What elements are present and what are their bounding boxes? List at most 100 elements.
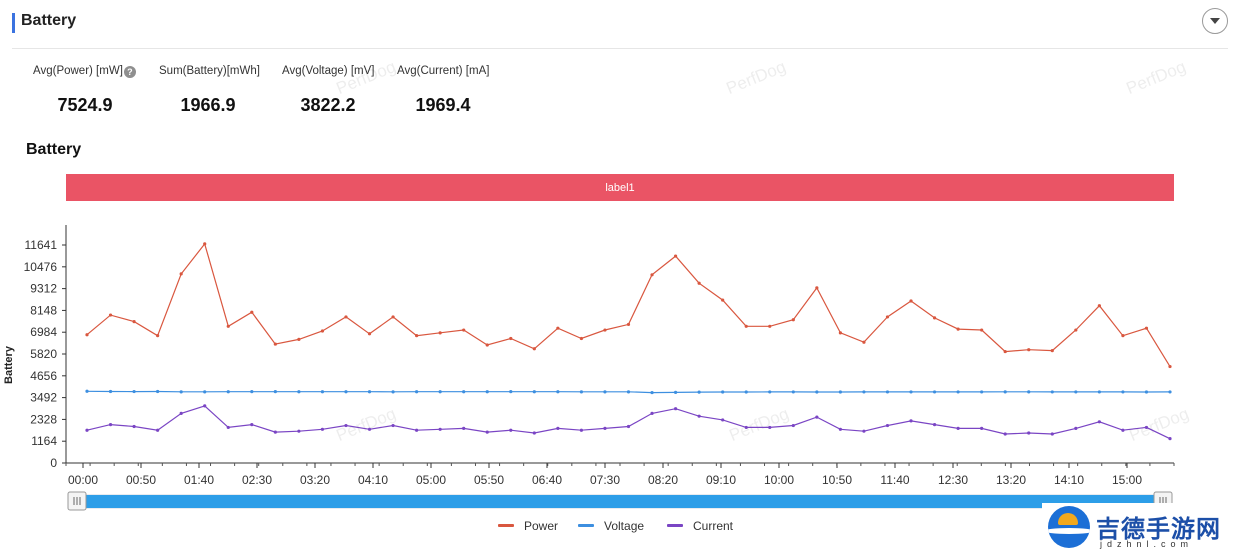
current-data-point <box>862 429 866 433</box>
current-data-point <box>367 427 372 431</box>
voltage-data-point <box>791 390 795 394</box>
help-icon[interactable]: ? <box>123 66 136 78</box>
current-data-point <box>744 425 748 430</box>
current-data-point <box>791 423 795 428</box>
current-data-point <box>956 426 960 430</box>
voltage-data-point <box>980 390 984 394</box>
power-data-point <box>673 254 678 258</box>
voltage-data-point <box>532 390 536 394</box>
power-data-point <box>344 315 348 319</box>
power-data-point <box>1050 349 1054 353</box>
power-data-point <box>532 347 536 351</box>
power-data-point <box>697 281 701 285</box>
current-data-point <box>697 414 701 418</box>
x-tick-label: 00:50 <box>126 473 156 487</box>
voltage-data-point <box>768 390 772 394</box>
x-tick-label: 09:10 <box>706 473 736 487</box>
voltage-data-point <box>744 390 748 394</box>
power-data-point <box>650 273 654 277</box>
zoom-handle-left[interactable] <box>67 491 87 511</box>
legend-label: Voltage <box>604 519 644 533</box>
current-data-point <box>509 428 513 432</box>
header-accent-bar <box>12 13 15 33</box>
brand-name: 吉德手游网 <box>1096 516 1221 543</box>
voltage-data-point <box>603 390 607 394</box>
voltage-data-point <box>297 390 301 394</box>
voltage-data-point <box>1097 390 1101 394</box>
label-banner[interactable]: label1 <box>66 174 1174 201</box>
power-data-point <box>932 316 937 320</box>
voltage-data-point <box>650 390 654 395</box>
legend-item-current[interactable]: Current <box>667 519 734 533</box>
current-data-point <box>532 431 536 435</box>
power-series-line <box>86 242 1171 367</box>
x-tick-label: 05:50 <box>474 473 504 487</box>
voltage-data-point <box>344 390 348 394</box>
current-data-point <box>626 424 631 429</box>
zoom-range-fill[interactable] <box>76 495 1162 508</box>
power-data-point <box>462 328 466 332</box>
y-tick-label: 2328 <box>30 412 57 426</box>
x-tick-label: 00:00 <box>68 473 98 487</box>
voltage-data-point <box>721 390 725 394</box>
current-data-point <box>579 428 584 432</box>
voltage-data-point <box>250 390 254 394</box>
power-data-point <box>1121 334 1125 338</box>
power-data-point <box>156 334 160 338</box>
x-tick-label: 06:40 <box>532 473 562 487</box>
x-tick-label: 10:00 <box>764 473 794 487</box>
power-data-point <box>273 342 277 346</box>
collapse-button[interactable] <box>1202 8 1228 34</box>
stat-value-avg-voltage: 3822.2 <box>300 95 356 115</box>
legend-item-voltage[interactable]: Voltage <box>578 519 644 533</box>
current-data-point <box>673 407 678 411</box>
power-data-point <box>556 326 560 330</box>
x-tick-label: 15:00 <box>1112 473 1142 487</box>
y-axis-title: Battery <box>3 345 15 384</box>
current-data-point <box>980 426 984 430</box>
power-data-point <box>1027 348 1031 352</box>
voltage-data-point <box>1027 390 1031 394</box>
legend-label: Power <box>524 519 558 533</box>
legend-swatch <box>498 524 514 527</box>
voltage-data-point <box>320 390 325 394</box>
power-data-point <box>791 318 795 322</box>
chevron-down-icon <box>1210 18 1220 24</box>
chart-section-title: Battery <box>26 141 82 158</box>
current-data-point <box>721 418 725 422</box>
voltage-data-point <box>579 390 584 394</box>
x-tick-label: 04:10 <box>358 473 388 487</box>
voltage-data-point <box>815 390 819 394</box>
y-tick-label: 3492 <box>30 391 57 405</box>
brand-url: jdzhnl.com <box>1100 539 1194 549</box>
power-data-point <box>132 320 136 324</box>
voltage-data-point <box>415 390 419 394</box>
current-data-point <box>1074 426 1078 430</box>
power-data-point <box>485 343 489 347</box>
voltage-data-point <box>462 390 466 394</box>
voltage-data-point <box>697 390 701 394</box>
brand-logo-icon <box>1048 506 1090 548</box>
power-data-point <box>438 331 442 335</box>
x-tick-label: 02:30 <box>242 473 272 487</box>
panel-title: Battery <box>21 12 77 29</box>
voltage-data-point <box>1003 390 1007 394</box>
current-data-point <box>1003 432 1007 436</box>
current-data-point <box>85 428 89 432</box>
y-tick-label: 9312 <box>30 282 57 296</box>
current-data-point <box>156 428 160 432</box>
current-data-point <box>909 419 913 423</box>
power-data-point <box>1003 349 1007 354</box>
current-data-point <box>297 429 301 433</box>
legend-item-power[interactable]: Power <box>498 519 558 533</box>
power-data-point <box>838 331 842 335</box>
stat-label-sum-battery: Sum(Battery)[mWh] <box>159 65 260 77</box>
voltage-data-point <box>367 390 372 394</box>
stat-value-avg-power: 7524.9 <box>57 95 113 115</box>
power-data-point <box>744 324 748 328</box>
voltage-data-point <box>909 390 913 394</box>
voltage-data-point <box>391 390 395 394</box>
current-data-point <box>462 426 466 430</box>
y-tick-label: 11641 <box>25 238 58 252</box>
power-data-point <box>85 333 89 337</box>
